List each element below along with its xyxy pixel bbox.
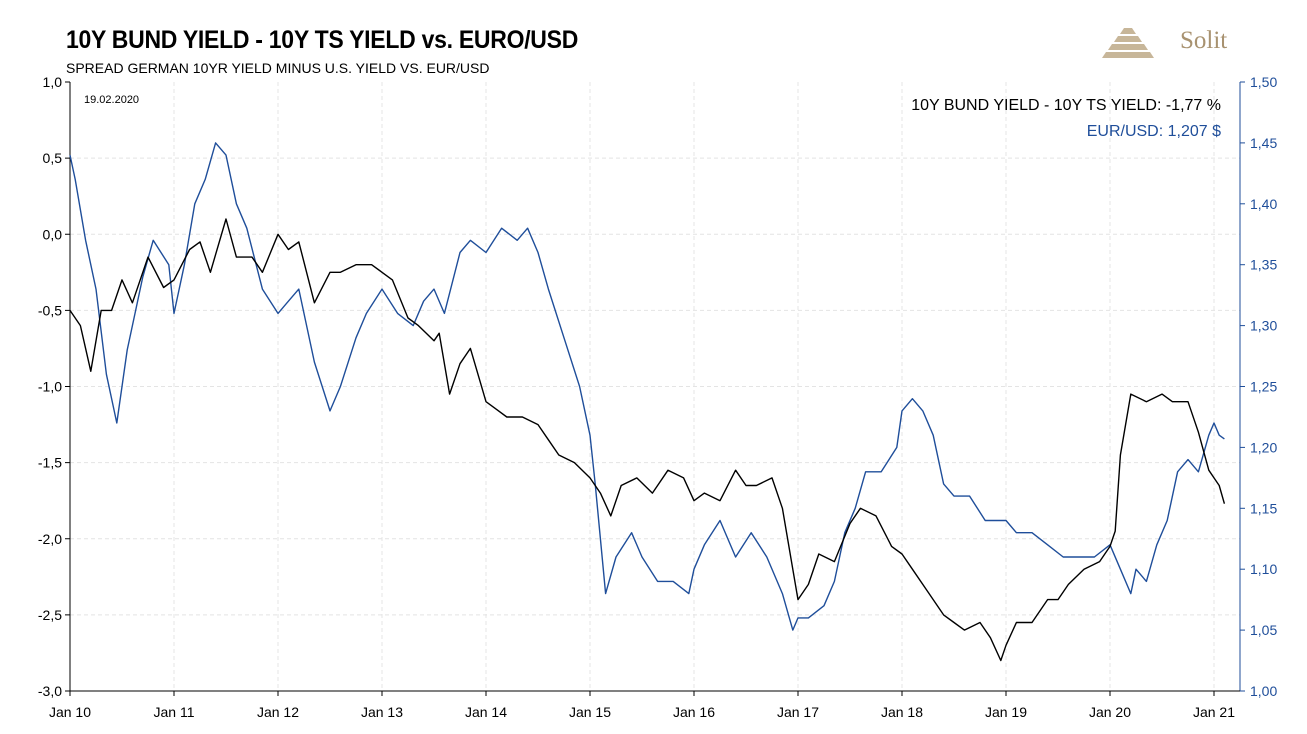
eurusd-series-line xyxy=(69,142,1225,631)
right-tick-label: 1,30 xyxy=(1250,318,1277,334)
x-tick-label: Jan 11 xyxy=(154,704,195,720)
x-tick-label: Jan 12 xyxy=(257,704,299,720)
left-tick-label: -1,5 xyxy=(38,455,62,471)
right-tick-label: 1,15 xyxy=(1250,500,1277,516)
left-tick-label: -2,5 xyxy=(38,607,62,623)
x-tick-label: Jan 20 xyxy=(1089,704,1131,720)
left-axis-ticks: 1,0 0,5 0,0 -0,5 -1,0 -1,5 -2,0 -2,5 -3,0 xyxy=(38,74,70,699)
x-axis-ticks: Jan 10 Jan 11 Jan 12 Jan 13 Jan 14 Jan 15 Jan … xyxy=(49,691,1235,720)
x-tick-label: Jan 13 xyxy=(361,704,403,720)
right-axis-ticks: 1,50 1,45 1,40 1,35 1,30 1,25 1,20 1,15 1,10 1,05… xyxy=(1240,74,1277,699)
right-tick-label: 1,20 xyxy=(1250,439,1277,455)
right-tick-label: 1,40 xyxy=(1250,196,1277,212)
chart-title: 10Y BUND YIELD - 10Y TS YIELD vs. EURO/U… xyxy=(66,26,579,54)
series-layer xyxy=(69,142,1226,662)
solit-logo-icon xyxy=(1102,28,1154,58)
spread-series-line xyxy=(69,218,1226,662)
grid-lines xyxy=(70,82,1240,691)
right-tick-label: 1,05 xyxy=(1250,622,1277,638)
chart-subtitle: SPREAD GERMAN 10YR YIELD MINUS U.S. YIEL… xyxy=(66,60,490,76)
right-tick-label: 1,45 xyxy=(1250,135,1277,151)
x-tick-label: Jan 10 xyxy=(49,704,91,720)
left-tick-label: -2,0 xyxy=(38,531,62,547)
x-tick-label: Jan 18 xyxy=(881,704,923,720)
x-tick-label: Jan 14 xyxy=(465,704,507,720)
legend-spread: 10Y BUND YIELD - 10Y TS YIELD: -1,77 % xyxy=(911,97,1221,114)
left-tick-label: 0,5 xyxy=(43,150,63,166)
right-tick-label: 1,25 xyxy=(1250,379,1277,395)
date-note: 19.02.2020 xyxy=(84,94,139,106)
x-tick-label: Jan 19 xyxy=(985,704,1027,720)
left-tick-label: -0,5 xyxy=(38,302,62,318)
legend-eurusd: EUR/USD: 1,207 $ xyxy=(1087,123,1221,140)
right-tick-label: 1,00 xyxy=(1250,683,1277,699)
right-tick-label: 1,35 xyxy=(1250,257,1277,273)
left-tick-label: -1,0 xyxy=(38,379,62,395)
left-tick-label: 0,0 xyxy=(43,226,63,242)
x-tick-label: Jan 17 xyxy=(777,704,819,720)
left-tick-label: 1,0 xyxy=(43,74,63,90)
right-tick-label: 1,50 xyxy=(1250,74,1277,90)
left-tick-label: -3,0 xyxy=(38,683,62,699)
x-tick-label: Jan 16 xyxy=(673,704,715,720)
x-tick-label: Jan 21 xyxy=(1193,704,1235,720)
right-tick-label: 1,10 xyxy=(1250,561,1277,577)
x-tick-label: Jan 15 xyxy=(569,704,611,720)
brand-name: Solit xyxy=(1180,27,1228,54)
